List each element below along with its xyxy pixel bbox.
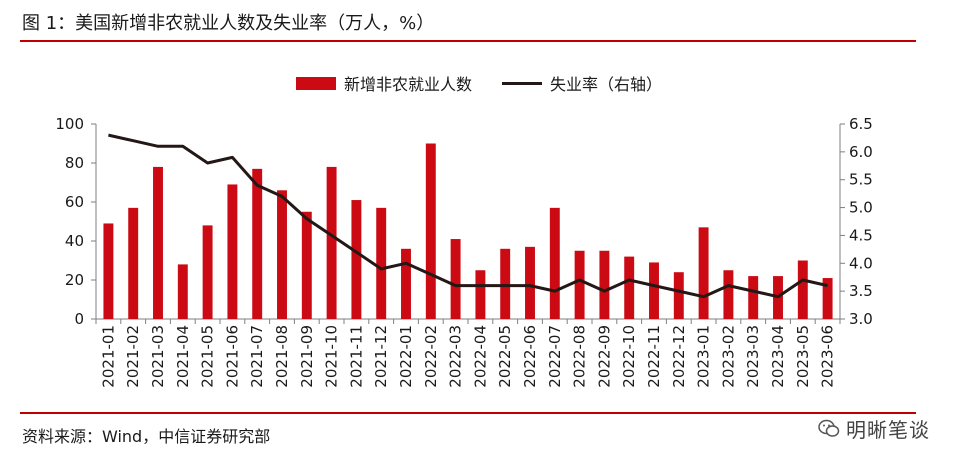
x-tick-label: 2021-04 (174, 325, 192, 388)
x-tick-label: 2021-01 (99, 325, 117, 388)
bar-2022-03 (450, 239, 461, 319)
bar-2022-04 (475, 270, 486, 319)
y-left-tick-label: 100 (55, 115, 84, 133)
x-tick-label: 2023-02 (719, 325, 737, 388)
x-tick-label: 2022-01 (397, 325, 415, 388)
legend-label-line: 失业率（右轴） (550, 75, 663, 94)
x-tick-label: 2021-06 (223, 325, 241, 388)
source-rule (20, 412, 916, 414)
bar-2022-02 (425, 143, 436, 319)
bar-2021-01 (103, 223, 114, 319)
bar-2021-09 (301, 211, 312, 319)
bar-2023-02 (723, 270, 734, 319)
bar-2021-10 (326, 166, 337, 319)
bar-2022-07 (549, 207, 560, 319)
x-tick-label: 2022-09 (595, 325, 613, 388)
x-tick-label: 2022-11 (645, 325, 663, 388)
y-right-tick-label: 3.5 (849, 282, 873, 300)
y-left-tick-label: 20 (65, 271, 84, 289)
x-tick-label: 2022-12 (670, 325, 688, 388)
x-tick-label: 2021-02 (124, 325, 142, 388)
y-right-tick-label: 5.5 (849, 171, 873, 189)
x-tick-label: 2022-02 (422, 325, 440, 388)
x-tick-label: 2023-03 (744, 325, 762, 388)
legend-swatch-line (502, 81, 542, 85)
unemployment-line (108, 133, 828, 299)
y-left-tick-label: 40 (65, 232, 84, 250)
x-tick-label: 2021-08 (273, 325, 291, 388)
figure-title: 图 1：美国新增非农就业人数及失业率（万人，%） (22, 13, 435, 34)
x-tick-label: 2023-04 (769, 325, 787, 388)
legend-item-bar: 新增非农就业人数 (295, 71, 472, 95)
x-tick-label: 2021-11 (347, 325, 365, 388)
bar-2022-10 (624, 256, 635, 319)
bar-2022-12 (673, 272, 684, 319)
y-right-tick-label: 4.0 (849, 254, 873, 272)
x-tick-label: 2021-05 (199, 325, 217, 388)
bar-2023-05 (797, 260, 808, 319)
bar-2022-08 (574, 250, 585, 319)
bar-2022-09 (599, 250, 610, 319)
bar-2022-06 (525, 246, 535, 319)
x-tick-label: 2022-03 (447, 325, 465, 388)
x-tick-label: 2022-07 (546, 325, 564, 388)
y-left-tick-label: 80 (65, 154, 84, 172)
x-tick-label: 2021-12 (372, 325, 390, 388)
x-tick-label: 2023-06 (819, 325, 837, 388)
x-tick-label: 2021-09 (298, 325, 316, 388)
bar-2021-08 (277, 190, 287, 319)
y-right-tick-label: 4.5 (849, 226, 873, 244)
bar-2023-06 (822, 278, 833, 319)
legend-item-line: 失业率（右轴） (502, 71, 662, 95)
bar-2021-05 (202, 225, 213, 319)
bar-2022-05 (500, 248, 511, 319)
bar-2021-11 (351, 200, 362, 319)
x-tick-label: 2023-05 (794, 325, 812, 388)
chart-legend: 新增非农就业人数 失业率（右轴） (0, 71, 958, 95)
x-tick-label: 2022-08 (571, 325, 589, 388)
bar-2021-04 (177, 264, 188, 319)
y-right-tick-label: 6.0 (849, 143, 873, 161)
x-tick-label: 2021-07 (248, 325, 266, 388)
y-left-tick-label: 0 (74, 310, 84, 328)
x-tick-label: 2022-04 (471, 325, 489, 388)
x-tick-label: 2022-05 (496, 325, 514, 388)
wechat-icon (818, 419, 840, 437)
bar-2021-02 (128, 207, 139, 319)
bar-2023-03 (748, 276, 759, 319)
title-rule (20, 40, 916, 42)
bar-2021-07 (252, 168, 263, 319)
watermark-text: 明晰笔谈 (846, 418, 930, 442)
bar-2021-03 (153, 166, 163, 319)
bar-2021-06 (227, 184, 238, 319)
bar-2022-11 (649, 262, 659, 319)
bar-2023-01 (698, 227, 709, 319)
y-right-tick-label: 5.0 (849, 199, 873, 217)
x-tick-label: 2021-03 (149, 325, 167, 388)
bar-2021-12 (376, 207, 387, 319)
y-right-tick-label: 3.0 (849, 310, 873, 328)
legend-swatch-bar (295, 76, 336, 90)
watermark: 明晰笔谈 (818, 414, 930, 443)
bar-2022-01 (401, 248, 411, 319)
x-tick-label: 2023-01 (695, 325, 713, 388)
y-right-tick-label: 6.5 (849, 115, 873, 133)
x-tick-label: 2022-10 (620, 325, 638, 388)
legend-label-bar: 新增非农就业人数 (343, 75, 472, 94)
x-tick-label: 2021-10 (323, 325, 341, 388)
y-left-tick-label: 60 (65, 193, 84, 211)
x-tick-label: 2022-06 (521, 325, 539, 388)
source-note: 资料来源：Wind，中信证券研究部 (22, 427, 271, 446)
